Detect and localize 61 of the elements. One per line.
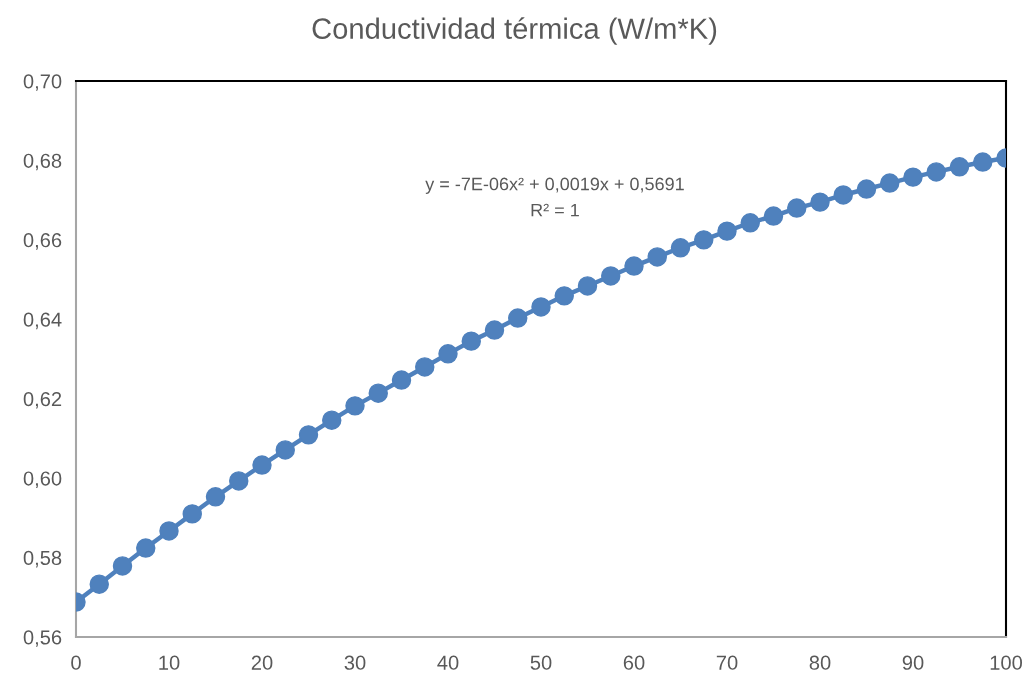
point (810, 192, 830, 212)
point (880, 173, 900, 193)
point (926, 162, 946, 182)
point (89, 574, 109, 594)
y-tick-label: 0,66 (23, 233, 62, 250)
x-tick-label: 90 (902, 655, 924, 670)
y-tick-label: 0,68 (23, 153, 62, 171)
point (298, 425, 319, 445)
point (973, 152, 993, 172)
point (670, 238, 691, 258)
x-tick-label: 10 (159, 655, 180, 670)
y-tick-label: 0,62 (23, 391, 62, 409)
x-tick-label: 80 (809, 655, 831, 670)
x-tick-label: 50 (530, 655, 552, 670)
y-tick-label: 0,60 (23, 471, 62, 489)
point (368, 383, 388, 403)
point (252, 455, 272, 475)
point (531, 297, 551, 317)
point (438, 344, 458, 364)
point (136, 538, 156, 558)
x-tick-label: 40 (437, 655, 459, 670)
y-tick-label: 0,56 (23, 630, 62, 647)
x-tick-label: 70 (716, 655, 738, 670)
y-tick-label: 0,64 (23, 312, 62, 330)
annotation: R² = 1 (531, 203, 579, 217)
point (601, 266, 621, 286)
point (717, 221, 737, 241)
point (740, 213, 760, 233)
point (322, 410, 342, 430)
point (182, 504, 202, 524)
point (112, 556, 133, 576)
point (577, 276, 598, 296)
point (415, 357, 435, 377)
point (554, 286, 574, 306)
point (833, 185, 853, 205)
point (205, 487, 226, 507)
point (345, 396, 365, 416)
point (508, 308, 528, 328)
x-tick-label: 0 (71, 655, 81, 670)
x-tick-label: 20 (251, 655, 273, 670)
point (694, 230, 714, 250)
y-tick-label: 0,70 (23, 74, 62, 91)
y-tick-label: 0,58 (23, 550, 62, 568)
x-tick-label: 100 (990, 655, 1023, 670)
point (484, 320, 505, 340)
point (763, 206, 784, 226)
annotation: y = -7E-06x² + 0,0019x + 0,5691 (425, 177, 684, 194)
point (647, 247, 667, 267)
chart-title: Conductividad térmica (W/m*K) (312, 17, 717, 45)
point (903, 167, 923, 187)
point (229, 471, 249, 491)
x-tick-label: 60 (623, 655, 645, 670)
point (787, 198, 807, 218)
point (159, 521, 179, 541)
point (624, 256, 644, 276)
point (391, 370, 412, 390)
point (949, 157, 970, 177)
x-tick-label: 30 (344, 655, 366, 670)
point (275, 440, 295, 460)
point (856, 179, 877, 199)
point (461, 331, 481, 351)
